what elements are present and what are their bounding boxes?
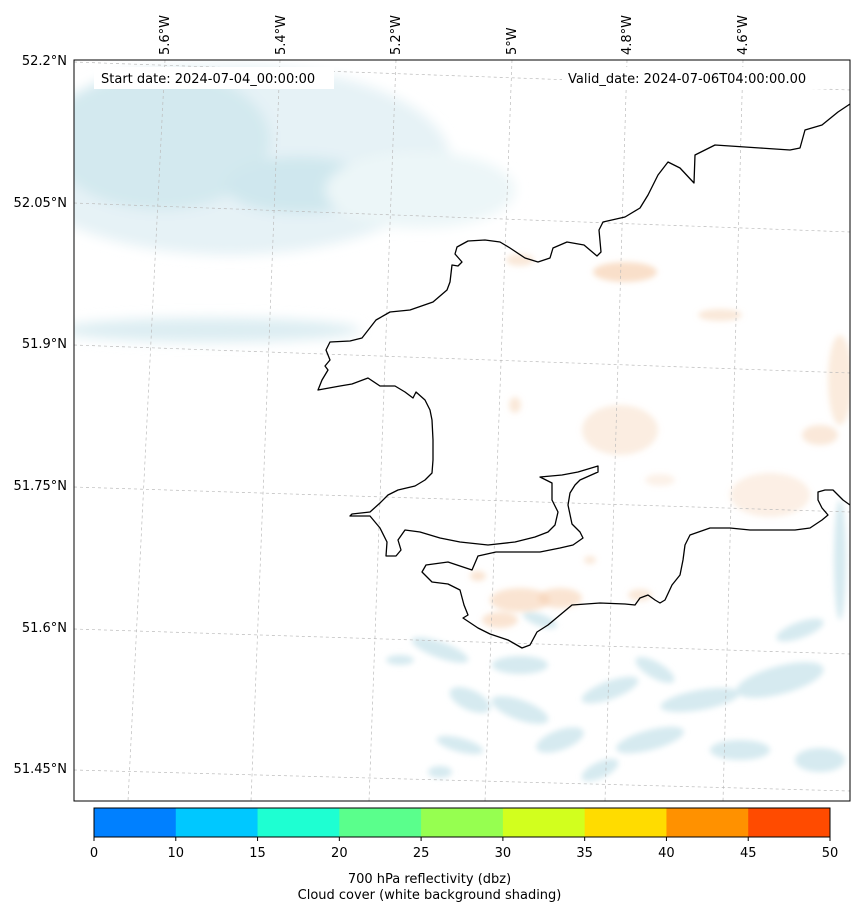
lat-label: 52.2°N [22,54,67,69]
colorbar-sublabel: Cloud cover (white background shading) [297,888,562,903]
colorbar-segment [257,808,340,837]
lon-label: 4.8°W [620,15,635,55]
reflectivity-patch [698,309,742,321]
cloud-patch [776,618,824,642]
reflectivity-patch [645,474,675,486]
valid-date-text: Valid_date: 2024-07-06T04:00:00.00 [568,72,806,87]
reflectivity-patch [470,571,486,581]
reflectivity-patch [490,588,550,612]
valid-date-box: Valid_date: 2024-07-06T04:00:00.00 [562,67,830,89]
colorbar-tick-label: 25 [413,846,430,861]
cloud-patch [428,766,452,778]
colorbar-frame [93,807,831,838]
cloud-cover-shading-south [386,500,846,782]
colorbar-tick-label: 15 [249,846,266,861]
reflectivity-patch [482,612,518,628]
lon-label: 5.4°W [274,15,289,55]
cloud-patch [581,676,639,704]
cloud-patch [536,727,584,753]
reflectivity-patch [802,425,838,445]
colorbar-label: 700 hPa reflectivity (dbz) [347,872,512,887]
start-date-text: Start date: 2024-07-04_00:00:00 [101,72,315,87]
cloud-patch [635,657,675,683]
colorbar-segment [748,808,831,837]
colorbar-segment [339,808,422,837]
lat-label: 51.45°N [14,762,67,777]
reflectivity-patch [730,473,810,517]
lon-label: 5°W [505,27,520,55]
colorbar-tick-label: 50 [822,846,839,861]
lat-label: 51.6°N [22,621,67,636]
cloud-patch [581,758,619,782]
colorbar-tick-label: 45 [740,846,757,861]
cloud-patch [411,637,469,663]
reflectivity-patch [828,335,850,425]
cloud-patch [736,662,824,698]
colorbar-segment [584,808,667,837]
reflectivity-patch [582,405,658,455]
colorbar: 0 10 15 20 25 30 35 40 45 50 [90,807,839,861]
colorbar-tick-label: 30 [495,846,512,861]
cloud-patch [74,70,270,210]
colorbar-segment [175,808,259,837]
lon-label: 5.6°W [158,15,173,55]
graticule [74,60,850,801]
meridian-5.6W [127,60,166,801]
colorbar-tick-label: 20 [331,846,348,861]
cloud-patch [710,740,770,760]
latitude-labels: 52.2°N 52.05°N 51.9°N 51.75°N 51.6°N 51.… [14,54,67,777]
colorbar-tick-label: 40 [658,846,675,861]
cloud-patch [834,500,846,620]
map-frame [73,59,851,802]
colorbar-segment [666,808,749,837]
cloud-patch [795,748,845,772]
cloud-patch [74,318,360,342]
lon-label: 5.2°W [389,15,404,55]
colorbar-tick-label: 10 [168,846,185,861]
cloud-patch [616,726,684,754]
coastline [317,103,850,649]
colorbar-segment [421,808,504,837]
reflectivity-patch [628,589,652,601]
colorbar-tick-label: 0 [90,846,98,861]
lon-label: 4.6°W [736,15,751,55]
lat-label: 52.05°N [14,196,67,211]
colorbar-tick-label: 35 [576,846,593,861]
cloud-patch [660,687,740,713]
lat-label: 51.9°N [22,337,67,352]
start-date-box: Start date: 2024-07-04_00:00:00 [94,67,334,89]
cloud-patch [436,735,484,755]
colorbar-segment [502,808,586,837]
cloud-patch [492,656,548,674]
reflectivity-patch [509,397,521,413]
reflectivity-shading [470,254,850,628]
colorbar-segment [94,808,177,837]
reflectivity-patch [584,556,596,564]
lat-label: 51.75°N [14,479,67,494]
reflectivity-patch [538,588,582,608]
reflectivity-patch [593,262,657,282]
longitude-labels: 5.6°W 5.4°W 5.2°W 5°W 4.8°W 4.6°W [158,15,751,55]
cloud-patch [491,696,549,724]
cloud-patch [325,152,515,228]
reflectivity-patch [506,254,534,266]
cloud-patch [449,687,491,713]
cloud-cover-shading [74,65,515,342]
cloud-patch [386,655,414,665]
